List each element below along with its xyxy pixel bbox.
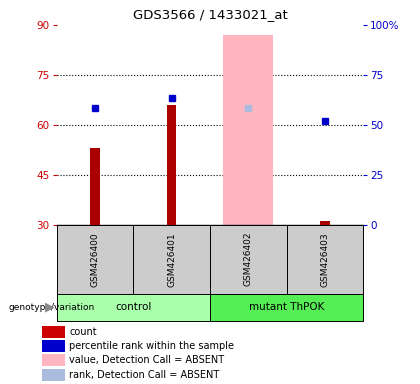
Bar [210, 294, 363, 321]
Text: GSM426401: GSM426401 [167, 232, 176, 286]
Text: GSM426403: GSM426403 [320, 232, 329, 286]
Text: percentile rank within the sample: percentile rank within the sample [69, 341, 234, 351]
Text: GSM426402: GSM426402 [244, 232, 253, 286]
Text: value, Detection Call = ABSENT: value, Detection Call = ABSENT [69, 355, 224, 365]
Bar [42, 340, 65, 352]
Text: GDS3566 / 1433021_at: GDS3566 / 1433021_at [133, 8, 287, 21]
Bar [320, 221, 330, 225]
Bar [167, 105, 176, 225]
Bar [134, 225, 210, 294]
Text: control: control [115, 302, 152, 312]
Bar [90, 148, 100, 225]
Text: rank, Detection Call = ABSENT: rank, Detection Call = ABSENT [69, 370, 220, 380]
Bar [57, 294, 210, 321]
Bar [287, 225, 363, 294]
Bar [223, 35, 273, 225]
Bar [210, 225, 286, 294]
Bar [42, 369, 65, 381]
Bar [57, 225, 134, 294]
Text: count: count [69, 327, 97, 337]
Bar [42, 326, 65, 338]
Text: ▶: ▶ [45, 301, 55, 314]
Bar [42, 354, 65, 366]
Text: mutant ThPOK: mutant ThPOK [249, 302, 324, 312]
Text: GSM426400: GSM426400 [91, 232, 100, 286]
Text: genotype/variation: genotype/variation [8, 303, 95, 312]
